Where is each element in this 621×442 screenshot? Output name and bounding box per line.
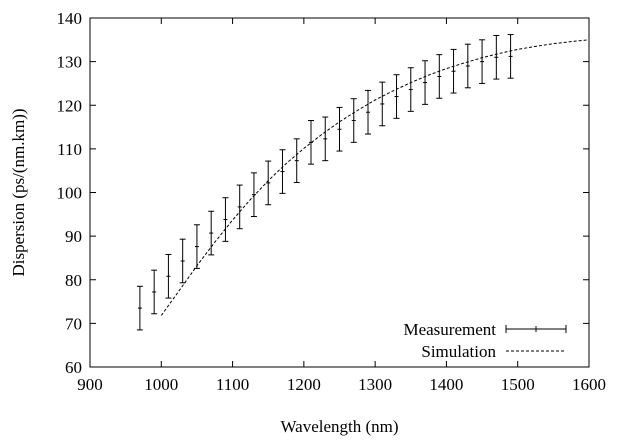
x-tick-label: 1200	[287, 375, 321, 394]
measurement-point	[336, 106, 343, 152]
measurement-point	[436, 54, 443, 99]
x-tick-label: 1400	[429, 375, 463, 394]
x-tick-label: 1100	[216, 375, 249, 394]
y-tick-label: 120	[57, 96, 83, 115]
y-tick-label: 80	[65, 271, 82, 290]
y-tick-label: 90	[65, 227, 82, 246]
y-tick-label: 60	[65, 358, 82, 377]
x-tick-label: 900	[77, 375, 103, 394]
measurement-point	[350, 98, 357, 143]
plot-frame	[89, 17, 590, 368]
measurement-point	[165, 253, 172, 299]
measurement-point	[322, 116, 329, 162]
x-axis-label: Wavelength (nm)	[280, 417, 398, 436]
measurement-point	[307, 120, 314, 165]
y-tick-label: 140	[57, 9, 83, 28]
legend: Measurement Simulation	[403, 320, 567, 361]
legend-label-simulation: Simulation	[421, 342, 496, 361]
plot-area: 900 1000 1100 1200 1300 1400 1500 1600 60 70 80 90 1…	[57, 9, 607, 394]
measurement-point	[365, 89, 372, 135]
measurement-point	[179, 238, 186, 284]
measurement-point	[208, 210, 215, 256]
x-tick-label: 1300	[358, 375, 392, 394]
measurement-point	[379, 81, 386, 127]
measurement-point	[450, 48, 457, 94]
measurement-point	[265, 160, 272, 206]
y-axis-label: Dispersion (ps/(nm.km))	[9, 108, 28, 276]
measurement-point	[393, 74, 400, 119]
simulation-line	[160, 39, 590, 316]
measurement-point	[250, 172, 257, 217]
y-tick-label: 130	[57, 53, 83, 72]
measurement-point	[507, 34, 514, 79]
legend-label-measurement: Measurement	[403, 320, 496, 339]
measurement-point	[407, 67, 414, 112]
measurement-point	[236, 184, 243, 230]
measurement-point	[422, 60, 429, 105]
measurement-point	[293, 138, 300, 183]
measurement-point	[136, 285, 143, 331]
y-tick-label: 100	[57, 184, 83, 203]
y-tick-label: 110	[57, 140, 82, 159]
measurement-point	[222, 197, 229, 242]
measurement-point	[193, 224, 200, 269]
x-tick-label: 1500	[501, 375, 535, 394]
x-tick-label: 1600	[572, 375, 606, 394]
measurement-point	[479, 39, 486, 84]
measurement-point	[151, 269, 158, 315]
x-tick-label: 1000	[144, 375, 178, 394]
measurement-point	[464, 43, 471, 89]
measurement-point	[279, 149, 286, 194]
y-tick-label: 70	[65, 314, 82, 333]
measurement-point	[493, 34, 500, 80]
